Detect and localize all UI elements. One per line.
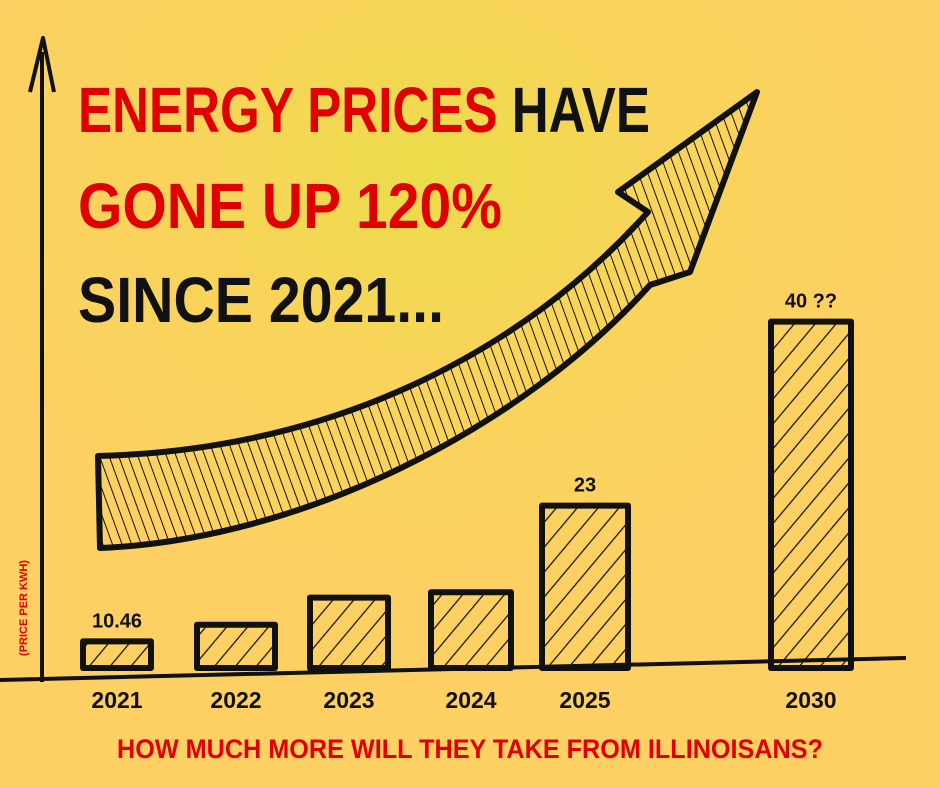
title-segment: ENERGY PRICES	[78, 74, 498, 146]
title-segment: SINCE 2021...	[78, 264, 444, 336]
bar	[428, 589, 514, 671]
x-tick-label: 2024	[445, 687, 496, 713]
value-label: 40 ??	[785, 291, 837, 313]
title-line: GONE UP 120%	[78, 170, 502, 242]
title-segment: HAVE	[512, 74, 650, 146]
value-label: 23	[574, 475, 596, 497]
x-tick-label: 2030	[785, 687, 836, 713]
title-segment: GONE UP 120%	[78, 170, 502, 242]
trend-arrow	[95, 89, 760, 551]
bar	[768, 318, 854, 671]
value-label: 10.46	[92, 610, 142, 632]
x-tick-label: 2021	[91, 687, 142, 713]
bar	[307, 594, 391, 671]
subtitle: HOW MUCH MORE WILL THEY TAKE FROM ILLINO…	[117, 734, 823, 764]
title-line: SINCE 2021...	[78, 264, 444, 336]
x-tick-label: 2025	[559, 687, 610, 713]
bar	[539, 502, 631, 671]
bar	[194, 621, 278, 671]
y-axis-label: (PRICE PER KWH)	[18, 560, 30, 656]
y-axis-arrowhead	[28, 36, 56, 93]
x-tick-label: 2022	[210, 687, 261, 713]
title-line: ENERGY PRICES HAVE	[78, 74, 650, 146]
x-tick-label: 2023	[323, 687, 374, 713]
bar	[80, 638, 154, 672]
